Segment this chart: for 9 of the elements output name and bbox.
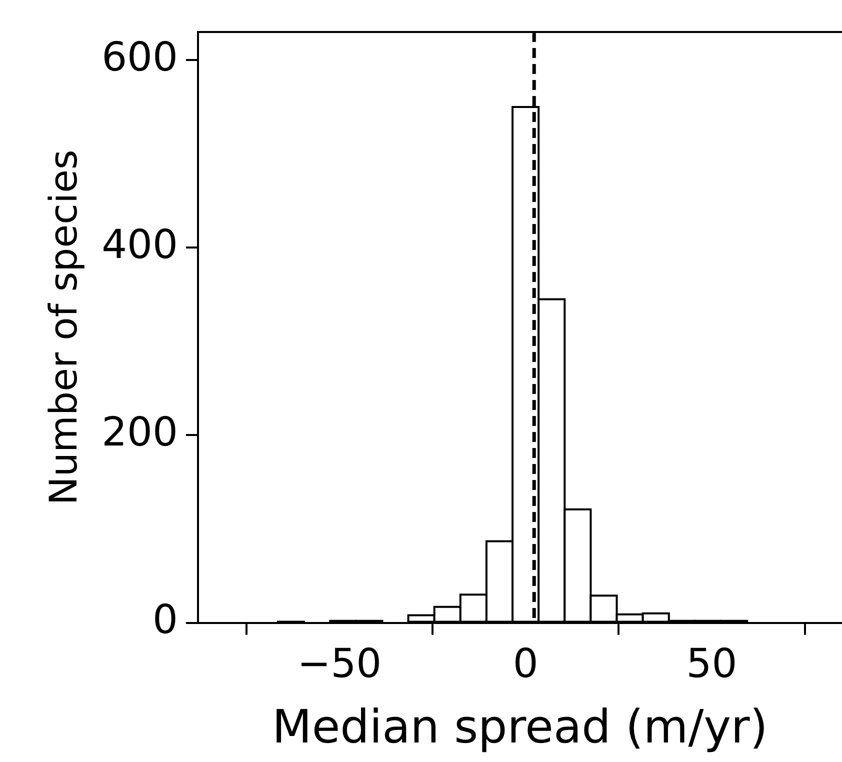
x-tick-label: 0 [512,641,538,688]
y-tick-label: 600 [102,34,178,81]
x-tick-label: −50 [297,641,382,688]
x-tick-label: 50 [686,641,738,688]
y-tick-label: 400 [102,222,178,268]
x-axis-title: Median spread (m/yr) [272,699,768,754]
y-axis-title: Number of species [42,150,86,506]
y-tick-label: 0 [152,597,178,644]
y-tick-label: 200 [102,410,178,456]
